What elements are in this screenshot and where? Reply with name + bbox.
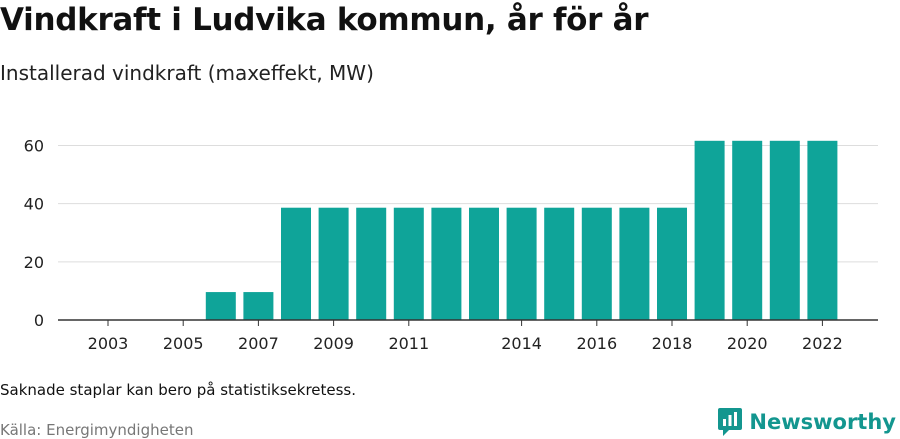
x-tick-label: 2009 bbox=[313, 334, 354, 353]
x-tick-label: 2020 bbox=[727, 334, 768, 353]
bar bbox=[544, 207, 575, 320]
bar bbox=[393, 207, 424, 320]
bar bbox=[769, 140, 800, 320]
chart-title: Vindkraft i Ludvika kommun, år för år bbox=[0, 2, 649, 38]
bar bbox=[281, 207, 311, 320]
x-tick-label: 2007 bbox=[238, 334, 279, 353]
bar bbox=[657, 207, 687, 320]
source-text: Källa: Energimyndigheten bbox=[0, 421, 194, 439]
x-tick-label: 2011 bbox=[388, 334, 429, 353]
x-tick-label: 2022 bbox=[802, 334, 843, 353]
x-tick-label: 2005 bbox=[163, 334, 204, 353]
y-tick-label: 20 bbox=[24, 253, 44, 272]
bar-chart: 0 20 40 60 2003 2005 2007 2009 2011 2014 2016 2018 2… bbox=[24, 136, 878, 353]
bar bbox=[318, 207, 349, 320]
y-tick-label: 60 bbox=[24, 136, 44, 155]
bar bbox=[431, 207, 462, 320]
bar-chart-logo-icon bbox=[718, 408, 743, 436]
bar bbox=[205, 292, 236, 320]
bar bbox=[506, 207, 537, 320]
bar bbox=[732, 140, 763, 320]
bar bbox=[619, 207, 650, 320]
y-tick-label: 40 bbox=[24, 195, 44, 214]
x-tick-label: 2016 bbox=[576, 334, 617, 353]
brand-logo[interactable]: Newsworthy bbox=[717, 407, 896, 437]
brand-name: Newsworthy bbox=[749, 410, 896, 434]
y-tick-label: 0 bbox=[34, 311, 44, 330]
bar bbox=[694, 140, 725, 320]
footnote: Saknade staplar kan bero på statistiksek… bbox=[0, 381, 357, 399]
x-tick-label: 2018 bbox=[652, 334, 693, 353]
x-tick-label: 2014 bbox=[501, 334, 542, 353]
x-tick-label: 2003 bbox=[88, 334, 129, 353]
bar bbox=[581, 207, 612, 320]
bar bbox=[243, 292, 274, 320]
bar bbox=[807, 140, 838, 320]
chart-subtitle: Installerad vindkraft (maxeffekt, MW) bbox=[0, 61, 374, 85]
bar bbox=[356, 207, 387, 320]
bar bbox=[469, 207, 499, 320]
